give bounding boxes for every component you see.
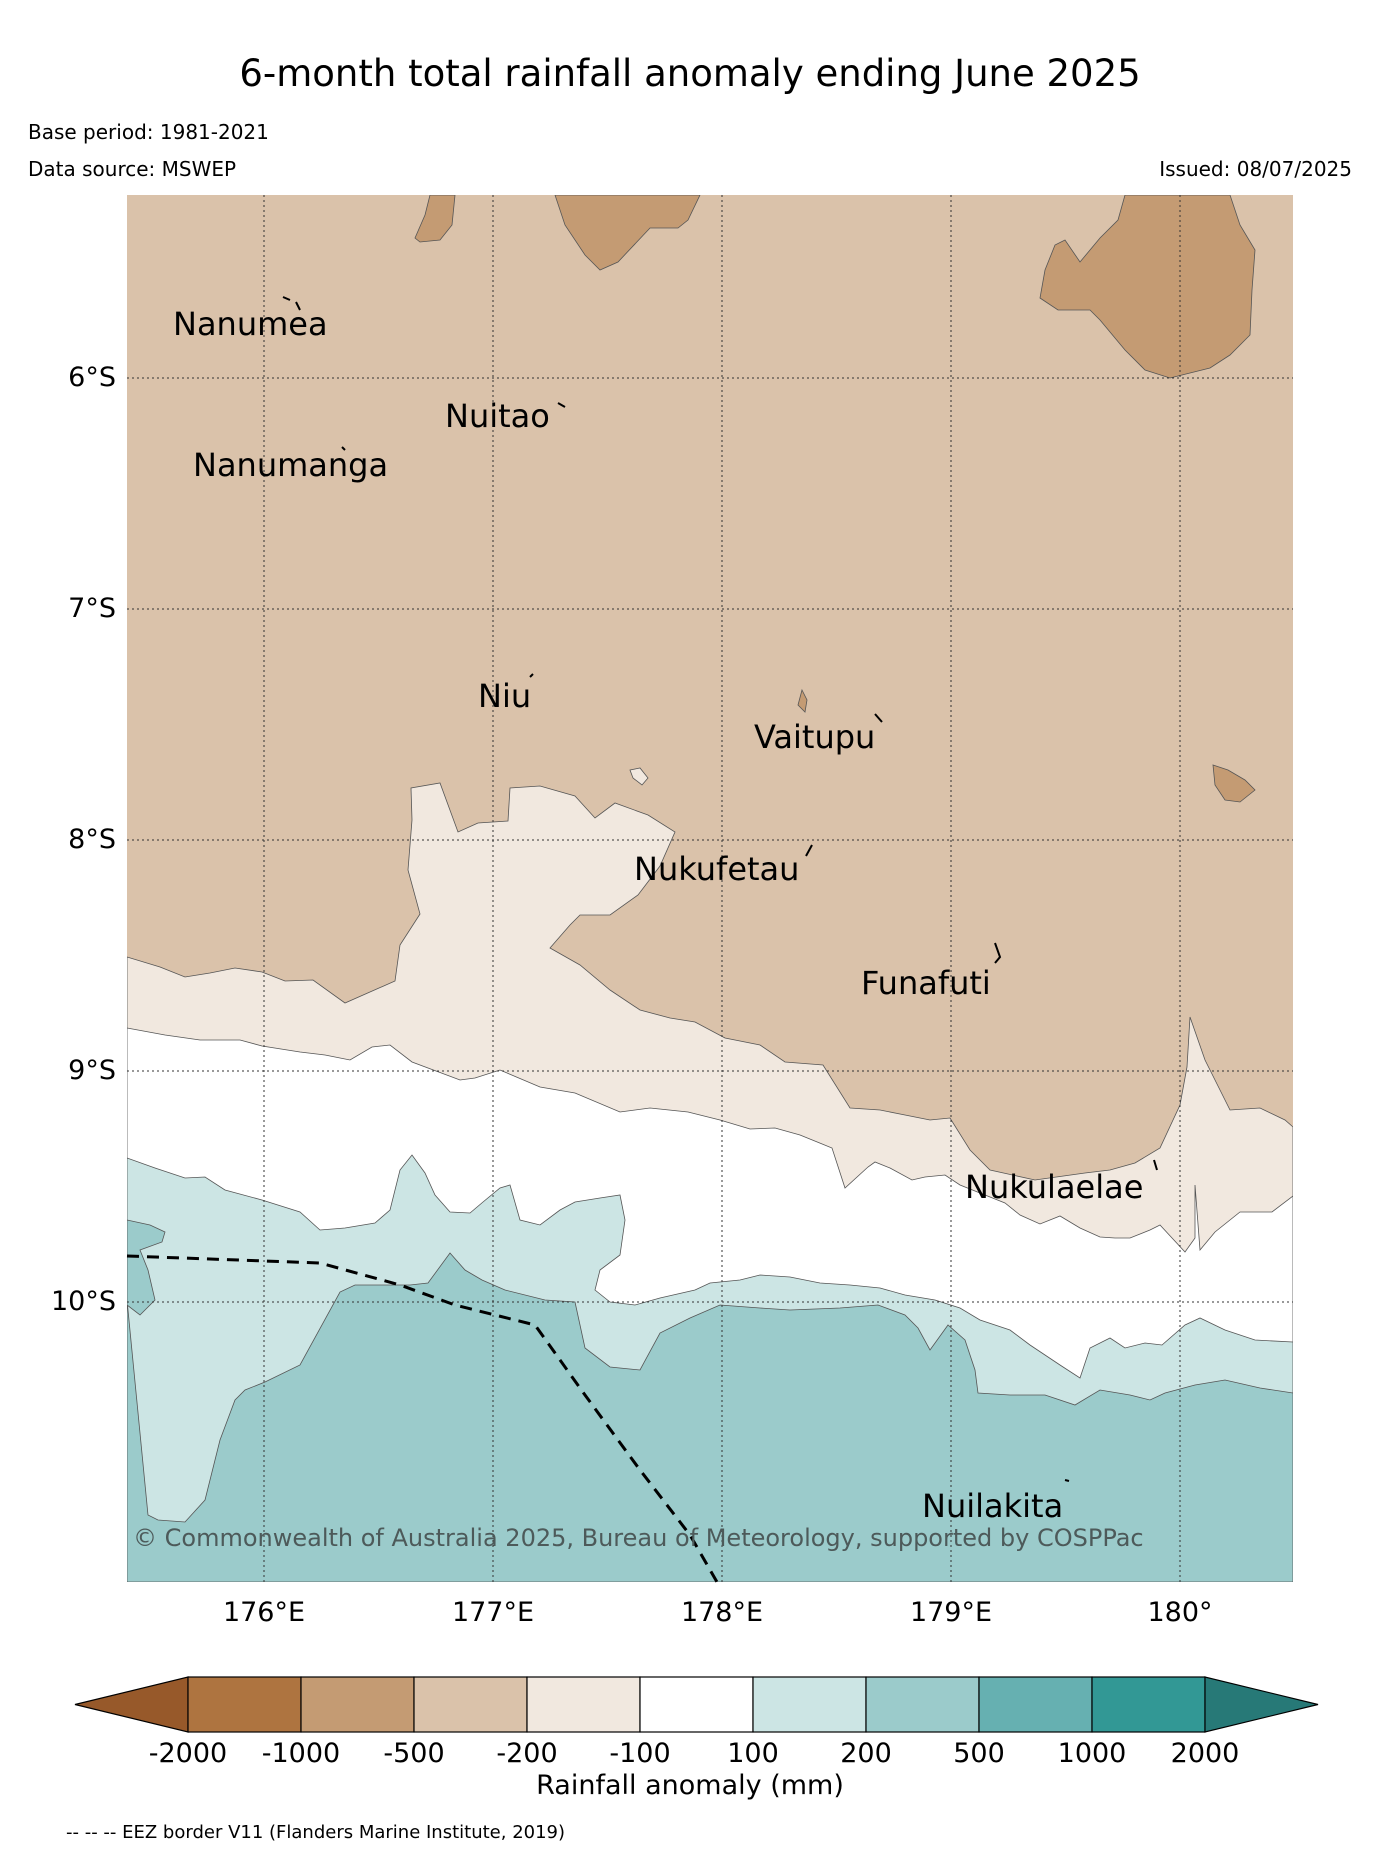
colorbar-cell: [865, 1676, 980, 1733]
eez-legend-note: -- -- -- EEZ border V11 (Flanders Marine…: [66, 1822, 566, 1843]
place-nukulaelae: Nukulaelae: [965, 1168, 1144, 1206]
colorbar-extend-low: [74, 1676, 189, 1733]
place-nuitao: Nuitao: [445, 397, 550, 435]
colorbar-tick-label: 500: [953, 1738, 1005, 1769]
colorbar-cell: [978, 1676, 1093, 1733]
graticule: [127, 195, 1293, 1582]
colorbar-label: Rainfall anomaly (mm): [536, 1770, 844, 1801]
colorbar-cell: [526, 1676, 641, 1733]
anomaly-band-200: [127, 1252, 1293, 1582]
lat-label-8s: 8°S: [68, 824, 116, 855]
colorbar-cell: [413, 1676, 528, 1733]
place-nanumanga: Nanumanga: [193, 446, 389, 484]
lon-label-179e: 179°E: [909, 1597, 993, 1628]
place-nukufetau: Nukufetau: [634, 850, 800, 888]
lon-label-178e: 178°E: [680, 1597, 764, 1628]
dry-patch-small: [797, 688, 808, 713]
island-outlines: [282, 296, 1158, 1482]
copyright-notice: © Commonwealth of Australia 2025, Bureau…: [133, 1524, 1144, 1552]
map-title: 6-month total rainfall anomaly ending Ju…: [239, 52, 1141, 95]
issued-date: Issued: 08/07/2025: [1159, 157, 1352, 181]
data-source: Data source: MSWEP: [28, 157, 237, 181]
place-funafuti: Funafuti: [861, 964, 991, 1002]
colorbar-tick-label: -200: [496, 1738, 558, 1769]
colorbar-cell: [639, 1676, 754, 1733]
colorbar-tick-label: 100: [727, 1738, 779, 1769]
colorbar-tick-label: -500: [383, 1738, 445, 1769]
lat-label-10s: 10°S: [51, 1286, 116, 1317]
lat-label-7s: 7°S: [68, 593, 116, 624]
colorbar-cell: [1091, 1676, 1206, 1733]
lon-label-180: 180°: [1147, 1597, 1213, 1628]
colorbar-tick-label: -1000: [261, 1738, 341, 1769]
place-nanumea: Nanumea: [173, 305, 328, 343]
lon-label-177e: 177°E: [451, 1597, 535, 1628]
colorbar-tick-label: -2000: [148, 1738, 228, 1769]
lat-label-6s: 6°S: [68, 362, 116, 393]
wet-patch-small: [629, 767, 649, 786]
base-period: Base period: 1981-2021: [28, 120, 269, 144]
colorbar-cell: [752, 1676, 867, 1733]
colorbar-cell: [300, 1676, 415, 1733]
colorbar-tick-label: 1000: [1057, 1738, 1127, 1769]
place-nuilakita: Nuilakita: [922, 1487, 1064, 1525]
dry-patch-north-a: [414, 195, 456, 243]
colorbar-tick-label: -100: [609, 1738, 671, 1769]
lon-label-176e: 176°E: [222, 1597, 306, 1628]
place-vaitupu: Vaitupu: [754, 718, 876, 756]
dry-patch-east: [1212, 764, 1256, 803]
colorbar-extend-high: [1204, 1676, 1319, 1733]
colorbar-tick-label: 200: [840, 1738, 892, 1769]
dry-patch-north-b: [554, 195, 701, 271]
anomaly-patch-west: [127, 1219, 166, 1316]
colorbar-cell: [187, 1676, 302, 1733]
eez-border: [126, 1254, 719, 1583]
dry-patch-northeast: [1039, 195, 1256, 379]
lat-label-9s: 9°S: [68, 1055, 116, 1086]
colorbar-tick-label: 2000: [1170, 1738, 1240, 1769]
place-niu: Niu: [478, 677, 532, 715]
